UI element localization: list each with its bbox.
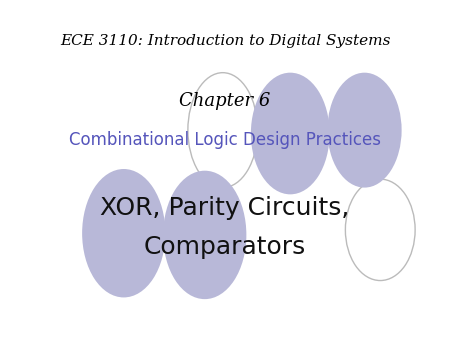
Ellipse shape — [188, 73, 257, 188]
Text: XOR, Parity Circuits,: XOR, Parity Circuits, — [100, 196, 350, 220]
Text: Comparators: Comparators — [144, 235, 306, 259]
Ellipse shape — [82, 169, 166, 297]
Ellipse shape — [328, 73, 401, 188]
Ellipse shape — [163, 171, 247, 299]
Text: Chapter 6: Chapter 6 — [179, 92, 271, 111]
Ellipse shape — [346, 179, 415, 281]
Text: ECE 3110: Introduction to Digital Systems: ECE 3110: Introduction to Digital System… — [60, 33, 390, 48]
Ellipse shape — [251, 73, 329, 194]
Text: Combinational Logic Design Practices: Combinational Logic Design Practices — [69, 131, 381, 149]
